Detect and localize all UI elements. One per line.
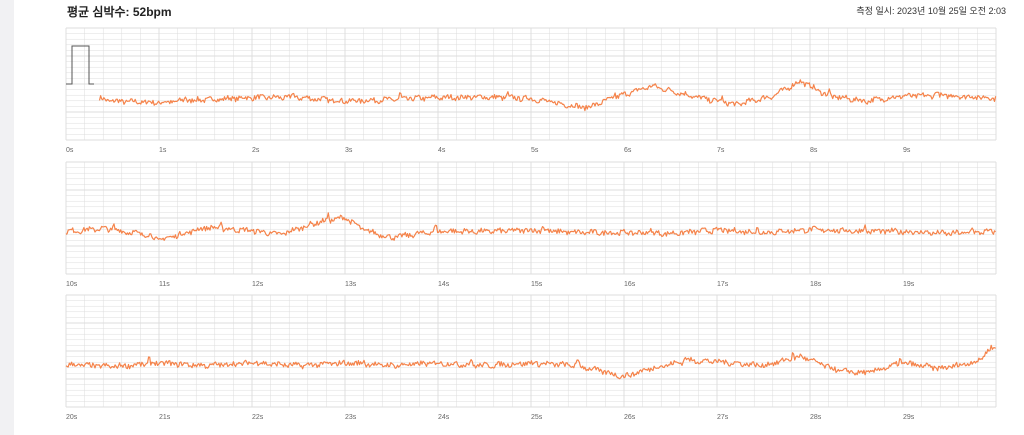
tick-label: 24s — [438, 414, 450, 421]
tick-label: 3s — [345, 147, 353, 154]
average-heart-rate-title: 평균 심박수: 52bpm — [67, 5, 172, 19]
calibration-pulse — [66, 45, 94, 85]
tick-label: 1s — [159, 147, 167, 154]
ecg-report-card: 평균 심박수: 52bpm 측정 일시: 2023년 10월 25일 오전 2:… — [14, 0, 1024, 435]
tick-label: 20s — [66, 414, 78, 421]
grid — [65, 27, 997, 141]
tick-label: 5s — [531, 147, 539, 154]
tick-label: 12s — [252, 281, 264, 288]
ecg-trace-line — [65, 344, 996, 380]
tick-label: 16s — [624, 281, 636, 288]
tick-label: 2s — [252, 147, 260, 154]
tick-label: 19s — [903, 281, 915, 288]
tick-label: 18s — [810, 281, 822, 288]
ecg-strip-3: 20s 21s 22s 23s 24s 25s 26s 27s 28s 29s — [14, 294, 1024, 421]
measurement-timestamp: 측정 일시: 2023년 10월 25일 오전 2:03 — [856, 6, 1006, 16]
tick-label: 4s — [438, 147, 446, 154]
tick-label: 27s — [717, 414, 729, 421]
tick-label: 14s — [438, 281, 450, 288]
tick-label: 17s — [717, 281, 729, 288]
tick-label: 13s — [345, 281, 357, 288]
grid — [65, 161, 997, 275]
ecg-strip-2: 10s 11s 12s 13s 14s 15s 16s 17s 18s 19s — [14, 161, 1024, 288]
ecg-strip-3-chart: 20s 21s 22s 23s 24s 25s 26s 27s 28s 29s — [65, 294, 997, 421]
tick-label: 9s — [903, 147, 911, 154]
tick-label: 15s — [531, 281, 543, 288]
tick-label: 25s — [531, 414, 543, 421]
tick-label: 10s — [66, 281, 78, 288]
ecg-trace-line — [65, 212, 996, 241]
tick-label: 11s — [159, 281, 170, 288]
grid — [65, 294, 997, 408]
tick-label: 26s — [624, 414, 636, 421]
ecg-strip-1: 0s 1s 2s 3s 4s 5s 6s 7s 8s 9s — [14, 27, 1024, 154]
tick-label: 29s — [903, 414, 915, 421]
tick-label: 28s — [810, 414, 822, 421]
tick-label: 7s — [717, 147, 725, 154]
ecg-strip-2-chart: 10s 11s 12s 13s 14s 15s 16s 17s 18s 19s — [65, 161, 997, 288]
tick-label: 22s — [252, 414, 264, 421]
tick-label: 0s — [66, 147, 74, 154]
tick-label: 21s — [159, 414, 171, 421]
tick-label: 23s — [345, 414, 357, 421]
tick-label: 6s — [624, 147, 632, 154]
ecg-trace-line — [98, 79, 997, 112]
tick-label: 8s — [810, 147, 818, 154]
ecg-strip-1-chart: 0s 1s 2s 3s 4s 5s 6s 7s 8s 9s — [65, 27, 997, 154]
